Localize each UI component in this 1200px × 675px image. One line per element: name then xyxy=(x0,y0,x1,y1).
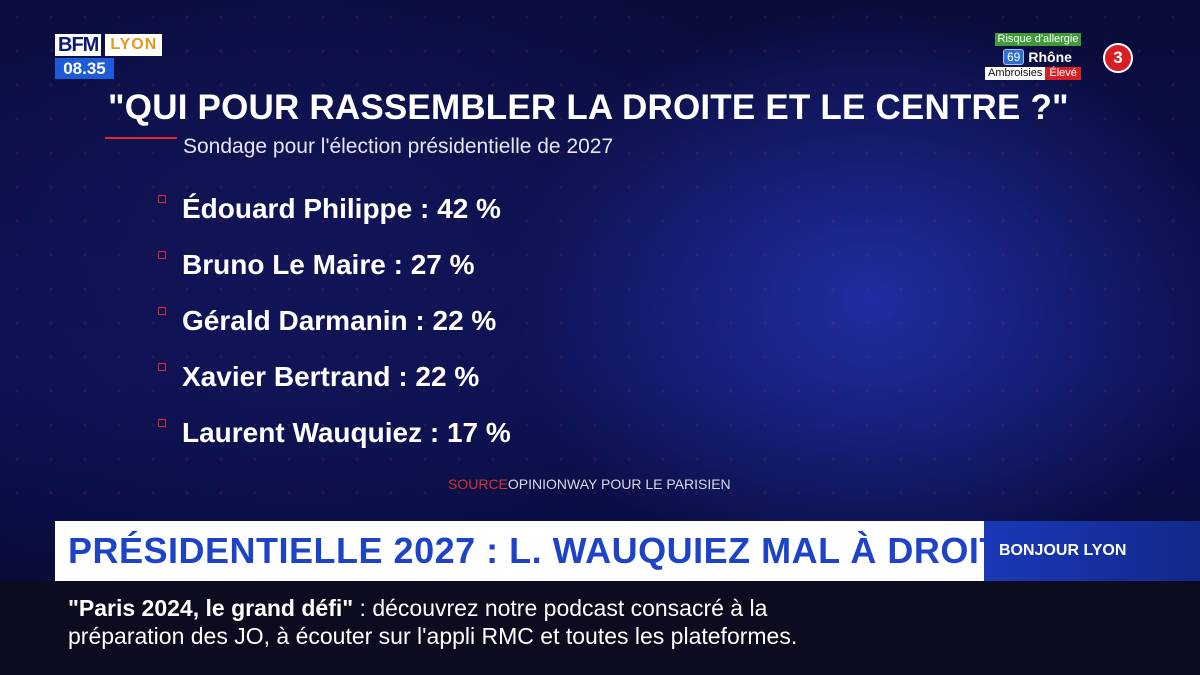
poll-source: SOURCEOPINIONWAY POUR LE PARISIEN xyxy=(448,475,731,493)
square-bullet-icon xyxy=(158,251,166,259)
allergy-widget: Risque d'allergie 69 Rhône Ambroisies Él… xyxy=(985,33,1135,81)
background-dot-pattern xyxy=(0,0,1200,520)
headline-banner: PRÉSIDENTIELLE 2027 : L. WAUQUIEZ MAL À … xyxy=(55,521,1026,581)
pollen-name: Ambroisies xyxy=(985,67,1046,80)
square-bullet-icon xyxy=(158,419,166,427)
square-bullet-icon xyxy=(158,363,166,371)
region-logo-text: LYON xyxy=(105,34,163,56)
department-number: 69 xyxy=(1003,49,1025,65)
poll-result-item: Laurent Wauquiez : 17 % xyxy=(158,413,678,469)
ticker-line-2: préparation des JO, à écouter sur l'appl… xyxy=(68,623,798,649)
show-name: BONJOUR LYON xyxy=(999,542,1127,559)
bfm-logo-text: BFM xyxy=(55,34,102,56)
poll-result-item: Xavier Bertrand : 22 % xyxy=(158,357,678,413)
poll-result-text: Laurent Wauquiez : 17 % xyxy=(182,417,511,448)
ticker-line-1: "Paris 2024, le grand défi" : découvrez … xyxy=(68,593,767,623)
allergy-region: Rhône xyxy=(1028,49,1072,65)
allergy-level-badge: 3 xyxy=(1103,43,1133,73)
poll-result-text: Bruno Le Maire : 27 % xyxy=(182,249,475,280)
clock: 08.35 xyxy=(55,58,114,79)
allergy-title: Risque d'allergie xyxy=(995,33,1081,46)
poll-result-item: Gérald Darmanin : 22 % xyxy=(158,301,678,357)
poll-result-item: Bruno Le Maire : 27 % xyxy=(158,245,678,301)
poll-result-text: Gérald Darmanin : 22 % xyxy=(182,305,497,336)
source-label: SOURCE xyxy=(448,476,508,492)
news-ticker: "Paris 2024, le grand défi" : découvrez … xyxy=(0,581,1200,675)
show-name-tag: BONJOUR LYON xyxy=(984,521,1200,581)
ticker-quote: "Paris 2024, le grand défi" xyxy=(68,595,354,621)
title-accent-rule xyxy=(105,137,177,139)
ticker-line-1-text: : découvrez notre podcast consacré à la xyxy=(353,595,768,621)
square-bullet-icon xyxy=(158,195,166,203)
poll-results-list: Édouard Philippe : 42 % Bruno Le Maire :… xyxy=(158,189,678,469)
poll-result-text: Xavier Bertrand : 22 % xyxy=(182,361,480,392)
channel-logo: BFM LYON 08.35 xyxy=(55,34,163,79)
poll-result-item: Édouard Philippe : 42 % xyxy=(158,189,678,245)
allergy-level-label: Élevé xyxy=(1045,67,1081,80)
poll-subtitle: Sondage pour l'élection présidentielle d… xyxy=(183,135,614,158)
source-text: OPINIONWAY POUR LE PARISIEN xyxy=(507,476,731,492)
poll-title: "QUI POUR RASSEMBLER LA DROITE ET LE CEN… xyxy=(108,88,1069,127)
banner-headline: PRÉSIDENTIELLE 2027 : L. WAUQUIEZ MAL À … xyxy=(68,530,1027,571)
square-bullet-icon xyxy=(158,307,166,315)
poll-result-text: Édouard Philippe : 42 % xyxy=(182,193,501,224)
